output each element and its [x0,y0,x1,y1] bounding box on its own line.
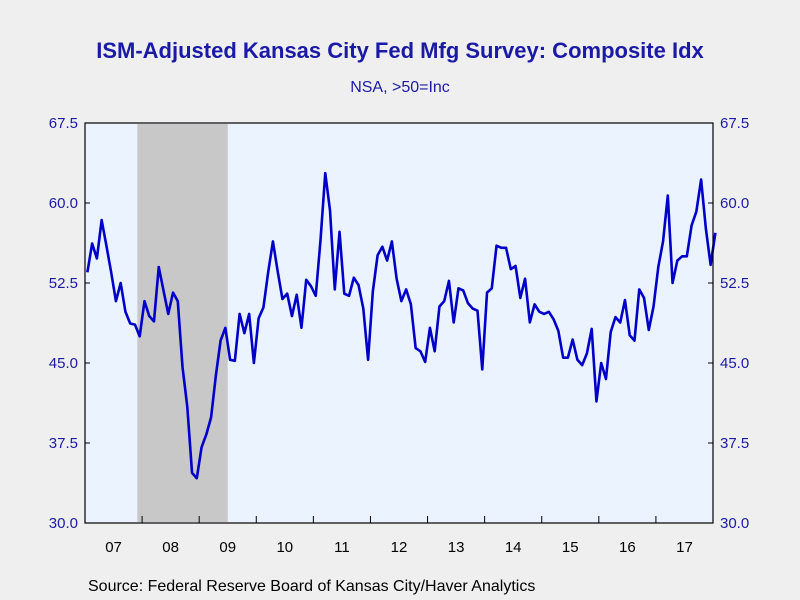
y-tick-label-right: 52.5 [720,275,749,292]
x-axis-labels: 07 08 09 10 11 12 13 14 15 16 17 [105,539,693,556]
y-tick-label-right: 45.0 [720,355,749,372]
chart-subtitle: NSA, >50=Inc [350,79,450,96]
x-tick-label: 10 [276,539,293,556]
y-tick-label-right: 67.5 [720,115,749,132]
source-note: Source: Federal Reserve Board of Kansas … [88,578,536,595]
y-tick-label-right: 30.0 [720,515,749,532]
y-tick-label-left: 60.0 [49,195,78,212]
x-axis-ticks [141,516,657,523]
y-axis-ticks: 30.0 30.0 37.5 37.5 45.0 45.0 52.5 52.5 60.0 60.0… [49,115,749,532]
x-tick-label: 15 [562,539,579,556]
y-tick-label-left: 67.5 [49,115,78,132]
x-tick-label: 07 [105,539,122,556]
y-tick-label-left: 45.0 [49,355,78,372]
series-line [86,171,717,480]
y-tick-label-left: 37.5 [49,435,78,452]
y-tick-label-right: 37.5 [720,435,749,452]
x-tick-label: 13 [448,539,465,556]
x-tick-label: 08 [162,539,179,556]
x-tick-label: 09 [219,539,236,556]
x-tick-label: 17 [676,539,693,556]
chart-title: ISM-Adjusted Kansas City Fed Mfg Survey:… [96,38,704,63]
x-tick-label: 11 [334,539,350,556]
x-tick-label: 16 [619,539,636,556]
y-tick-label-right: 60.0 [720,195,749,212]
y-tick-label-left: 30.0 [49,515,78,532]
recession-band [137,124,228,522]
y-tick-label-left: 52.5 [49,275,78,292]
x-tick-label: 12 [391,539,408,556]
x-tick-label: 14 [505,539,522,556]
plot-frame [84,122,714,524]
